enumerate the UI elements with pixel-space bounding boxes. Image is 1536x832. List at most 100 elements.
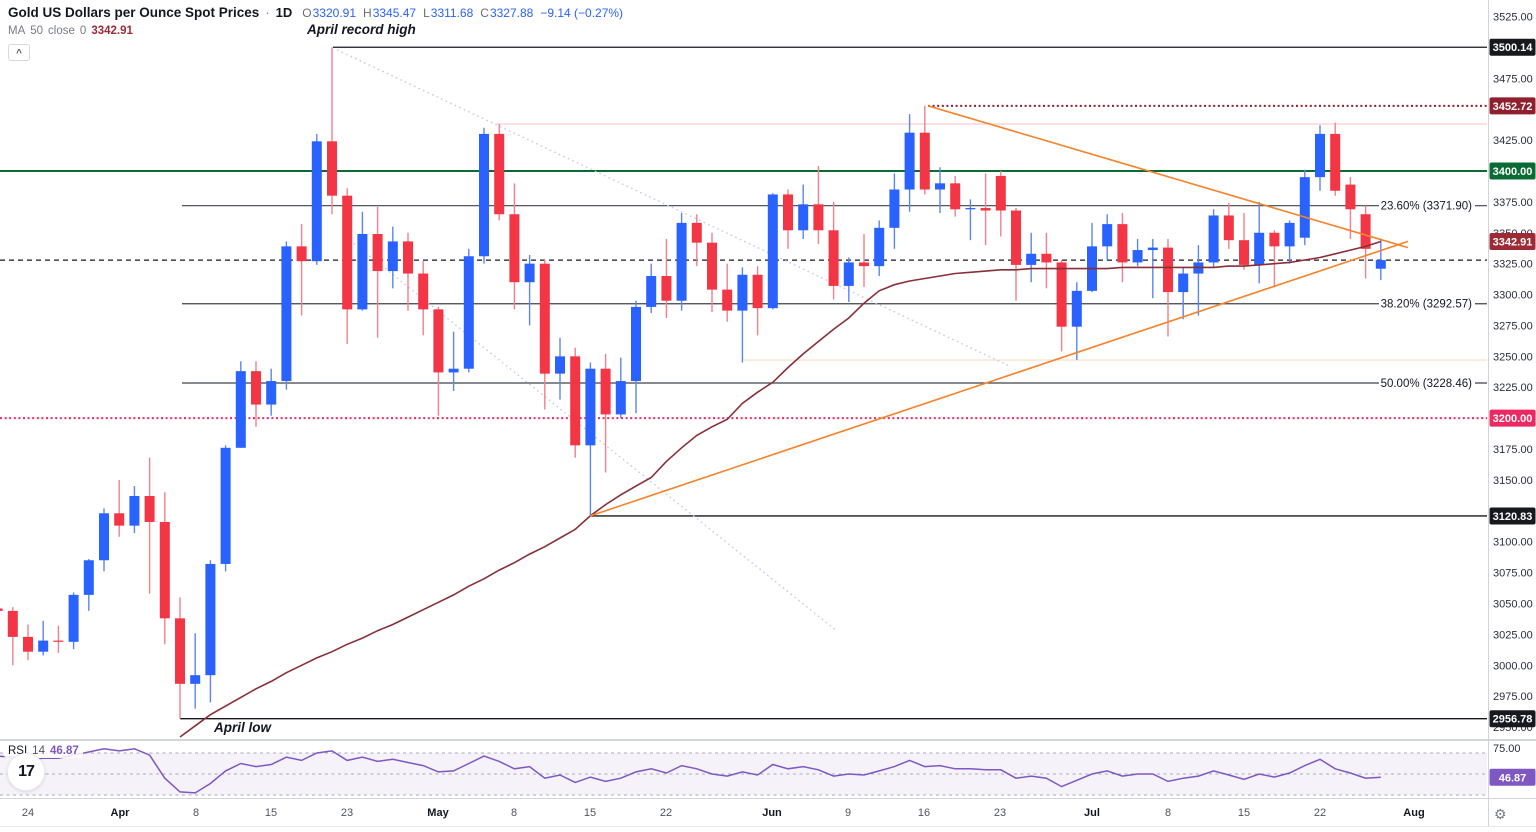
candle [539, 259, 550, 410]
time-label-May: May [427, 807, 449, 819]
candle [874, 220, 885, 277]
candle-body [1178, 273, 1189, 293]
symbol-legend[interactable]: Gold US Dollars per Ounce Spot Prices · … [8, 5, 623, 20]
candle [646, 263, 657, 314]
candle [175, 597, 185, 719]
gear-icon: ⚙ [1494, 806, 1507, 822]
candle [631, 300, 641, 414]
candle-body [1041, 253, 1052, 263]
candle [220, 445, 231, 572]
fib-label-bg [1379, 374, 1475, 390]
close-label: C [480, 6, 489, 20]
fib-retracement: 23.60% (3371.90) 38.20% (3292.57) 50.00% (… [182, 197, 1487, 390]
candle [524, 255, 535, 326]
candle [1269, 230, 1280, 288]
open-value: 3320.91 [312, 6, 357, 20]
candle-body [707, 242, 717, 290]
candle [418, 261, 429, 336]
candle-body [281, 246, 292, 382]
timeframe-label[interactable]: 1D [275, 5, 293, 20]
candle [1284, 220, 1295, 264]
tradingview-logo[interactable]: 17 [7, 753, 45, 791]
price-badge-3342.91: 3342.91 [1489, 233, 1536, 251]
price-tick-label: 3225.00 [1493, 382, 1533, 394]
candle [661, 238, 672, 319]
candle [114, 479, 125, 537]
price-axis[interactable]: 3525.003475.003425.003375.003350.003325.… [1489, 12, 1536, 786]
candle-body [433, 309, 444, 373]
candle-body [828, 230, 839, 286]
trendline-triangle-descending[interactable] [927, 105, 1409, 249]
candle [1178, 267, 1189, 320]
price-badge-3500.14-text: 3500.14 [1493, 42, 1534, 54]
open-label: O [302, 6, 312, 20]
candle-body [311, 141, 322, 262]
candle [159, 492, 170, 645]
candle-body [418, 273, 429, 310]
ma-indicator-legend[interactable]: MA 50 close 0 3342.91 [8, 25, 133, 37]
candle-body [995, 175, 1006, 211]
candle-body [1330, 133, 1341, 191]
candle-body [144, 495, 155, 522]
candle-body [68, 594, 79, 642]
price-tick-label: 3525.00 [1493, 12, 1533, 24]
candle [23, 624, 33, 661]
time-label-22: 22 [660, 807, 672, 819]
candle-body [129, 495, 140, 526]
fib-label: 38.20% (3292.57) [1381, 299, 1473, 311]
candle [1299, 169, 1310, 246]
candle [1163, 238, 1173, 337]
candle-body [600, 368, 611, 415]
time-label-22: 22 [1314, 807, 1326, 819]
time-label-15: 15 [1238, 807, 1250, 819]
price-tick-label: 3375.00 [1493, 197, 1533, 209]
candle-body [1132, 250, 1143, 263]
price-tick-label: 3275.00 [1493, 320, 1533, 332]
candle-body [509, 214, 520, 283]
rsi-badge: 46.87 [1489, 768, 1536, 786]
candle-body [1360, 214, 1371, 249]
price-badge-3200.00: 3200.00 [1489, 409, 1536, 427]
price-tick-label: 3150.00 [1493, 475, 1533, 487]
fib-label: 50.00% (3228.46) [1381, 378, 1473, 390]
candle-body [1071, 290, 1082, 327]
candle-body [737, 274, 748, 311]
candle [205, 560, 216, 703]
candle [387, 226, 398, 289]
price-badge-2956.78-text: 2956.78 [1493, 714, 1533, 726]
ma50-line [179, 240, 1382, 738]
candle-body [539, 263, 550, 374]
candle [1147, 238, 1158, 299]
candle-body [357, 234, 368, 310]
candle-body [1208, 215, 1219, 263]
collapse-legend-button[interactable]: ^ [8, 44, 30, 61]
candle [995, 170, 1006, 237]
candle [1026, 232, 1037, 283]
candle [1360, 205, 1371, 279]
time-axis[interactable]: 24 Apr 8 15 23 May 8 15 22 Jun 9 16 23 Jul 8 15 22 Aug [22, 807, 1425, 819]
candle [585, 362, 596, 516]
ma-value: 3342.91 [91, 25, 133, 37]
rsi-length: 14 [32, 745, 45, 757]
candle-body [266, 381, 277, 405]
candle [83, 559, 94, 611]
price-tick-label: 3250.00 [1493, 351, 1533, 363]
low-value: 3311.68 [430, 6, 474, 20]
timezone-settings-button[interactable]: ⚙ [1494, 806, 1507, 823]
candle-body [524, 263, 535, 283]
candle [783, 189, 793, 249]
candle-body [1269, 232, 1280, 247]
candle [980, 173, 991, 246]
candle-body [646, 276, 657, 307]
time-label-8: 8 [193, 807, 199, 819]
time-label-Aug: Aug [1403, 807, 1424, 819]
candle-body [235, 371, 246, 448]
fib-label-bg [1379, 295, 1475, 311]
candle [1223, 203, 1234, 249]
candle [7, 607, 18, 666]
time-label-8: 8 [511, 807, 517, 819]
annotation-april-low: April low [214, 720, 271, 735]
low-label: L [423, 6, 430, 20]
trendline-triangle-ascending[interactable] [589, 240, 1409, 517]
